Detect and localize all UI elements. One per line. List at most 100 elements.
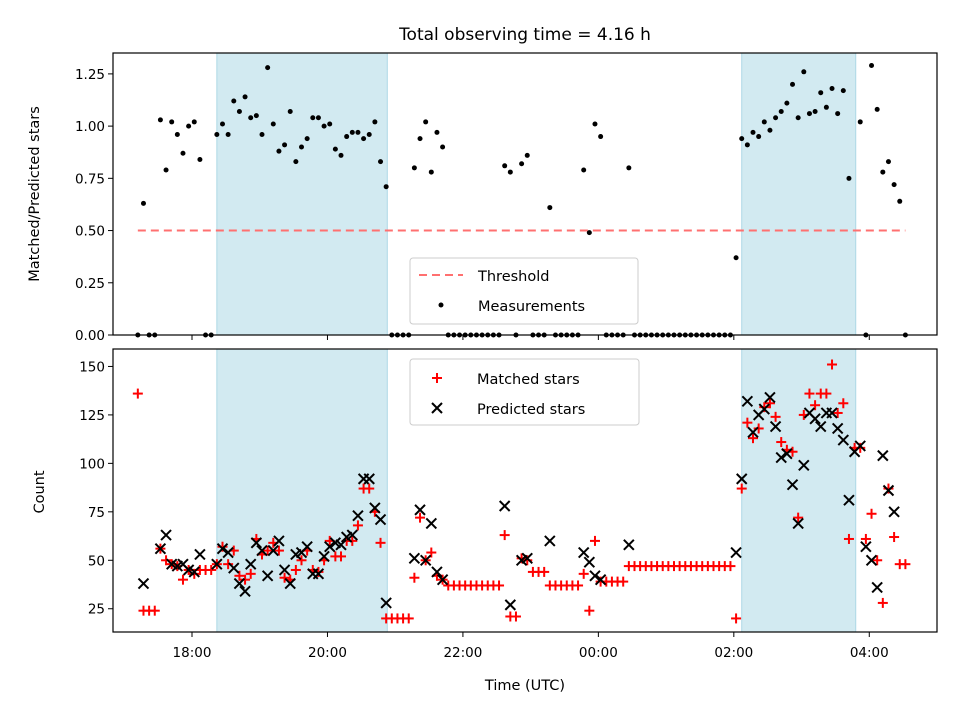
measurement-point	[874, 106, 880, 112]
measurement-point	[880, 169, 886, 175]
measurement-point	[140, 200, 146, 206]
matched-star-point	[279, 572, 290, 583]
predicted-star-point	[786, 478, 799, 491]
matched-star-point	[177, 574, 188, 585]
predicted-star-point	[261, 570, 274, 582]
predicted-star-point	[301, 541, 313, 553]
matched-star-point	[415, 512, 426, 523]
shaded-interval-1	[216, 52, 388, 336]
matched-star-point	[510, 611, 521, 622]
predicted-star-point	[843, 494, 855, 506]
measurement-point	[626, 165, 632, 171]
predicted-star-point	[239, 585, 251, 598]
measurement-point	[519, 161, 525, 167]
predicted-star-point	[504, 599, 517, 611]
measurement-point	[417, 136, 423, 142]
measurement-point	[169, 119, 175, 125]
measurement-point	[423, 119, 429, 125]
measurement-point	[823, 104, 829, 110]
x-tick-label: 22:00	[443, 645, 482, 661]
legend-matched-label: Matched stars	[477, 372, 580, 388]
matched-star-point	[889, 532, 900, 543]
predicted-star-point	[589, 570, 601, 582]
measurement-point	[598, 134, 604, 140]
predicted-star-point	[594, 573, 607, 586]
measurement-point	[293, 159, 299, 165]
matched-star-point	[352, 520, 363, 531]
predicted-star-point	[769, 420, 782, 433]
predicted-star-point	[747, 426, 759, 439]
measurement-point	[773, 115, 779, 121]
measurement-point	[806, 111, 812, 117]
measurement-point	[411, 165, 417, 171]
measurement-point	[163, 167, 169, 173]
predicted-star-point	[425, 517, 438, 530]
predicted-star-point	[222, 546, 234, 559]
measurement-point	[897, 198, 903, 204]
predicted-star-point	[154, 542, 167, 555]
matched-star-point	[290, 564, 301, 575]
measurement-point	[383, 184, 389, 190]
measurement-point	[248, 115, 254, 121]
top-y-tick-label: 1.00	[75, 119, 105, 135]
matched-star-point	[810, 400, 821, 411]
matched-star-point	[409, 572, 420, 583]
predicted-star-point	[267, 544, 279, 557]
matched-star-point	[364, 483, 375, 494]
predicted-star-point	[854, 440, 866, 452]
legend-predicted-label: Predicted stars	[477, 402, 585, 418]
matched-star-point	[245, 568, 256, 579]
measurement-point	[327, 121, 333, 127]
top-y-tick-label: 0.00	[75, 328, 105, 344]
x-tick-label: 02:00	[714, 645, 753, 661]
measurement-point	[891, 182, 897, 188]
matched-star-point	[273, 545, 284, 556]
top-y-tick-label: 0.25	[75, 276, 105, 292]
measurement-point	[344, 134, 350, 140]
matched-star-point	[748, 433, 759, 444]
predicted-star-point	[228, 562, 240, 574]
matched-star-point	[804, 388, 815, 399]
measurement-point	[197, 157, 203, 163]
measurement-point	[502, 163, 508, 169]
matched-star-point	[223, 559, 234, 570]
predicted-star-point	[318, 550, 330, 563]
predicted-star-point	[380, 597, 392, 609]
legend-measurements-swatch	[438, 302, 444, 308]
measurement-point	[219, 121, 225, 127]
matched-star-point	[296, 555, 307, 566]
matched-star-point	[753, 423, 764, 434]
predicted-star-point	[216, 542, 229, 555]
measurement-point	[372, 119, 378, 125]
predicted-star-point	[335, 539, 347, 551]
matched-star-point	[900, 559, 911, 570]
matched-star-point	[234, 570, 245, 581]
matched-star-point	[770, 411, 781, 422]
predicted-star-point	[826, 407, 838, 419]
matched-star-point	[161, 555, 172, 566]
matched-star-point	[206, 564, 217, 575]
measurement-point	[812, 108, 818, 114]
measurement-point	[265, 65, 271, 71]
measurement-point	[784, 100, 790, 106]
predicted-star-point	[882, 484, 895, 497]
matched-star-point	[499, 530, 510, 541]
measurement-point	[180, 150, 186, 156]
measurement-point	[790, 81, 796, 87]
matched-star-point	[336, 551, 347, 562]
measurement-point	[361, 136, 367, 142]
measurement-point	[440, 144, 446, 150]
measurement-point	[818, 90, 824, 96]
bottom-y-tick-label: 25	[88, 602, 105, 618]
predicted-star-point	[837, 434, 850, 446]
measurement-point	[846, 175, 852, 181]
bottom-y-ticks: 25 50 75 100 125 150	[79, 359, 113, 618]
measurement-point	[592, 121, 598, 127]
legend-measurements-label: Measurements	[478, 299, 585, 315]
measurement-point	[835, 111, 841, 117]
predicted-star-point	[498, 500, 511, 512]
chart-title: Total observing time = 4.16 h	[398, 25, 651, 45]
measurement-point	[767, 127, 773, 133]
top-y-axis-label: Matched/Predicted stars	[27, 106, 43, 282]
